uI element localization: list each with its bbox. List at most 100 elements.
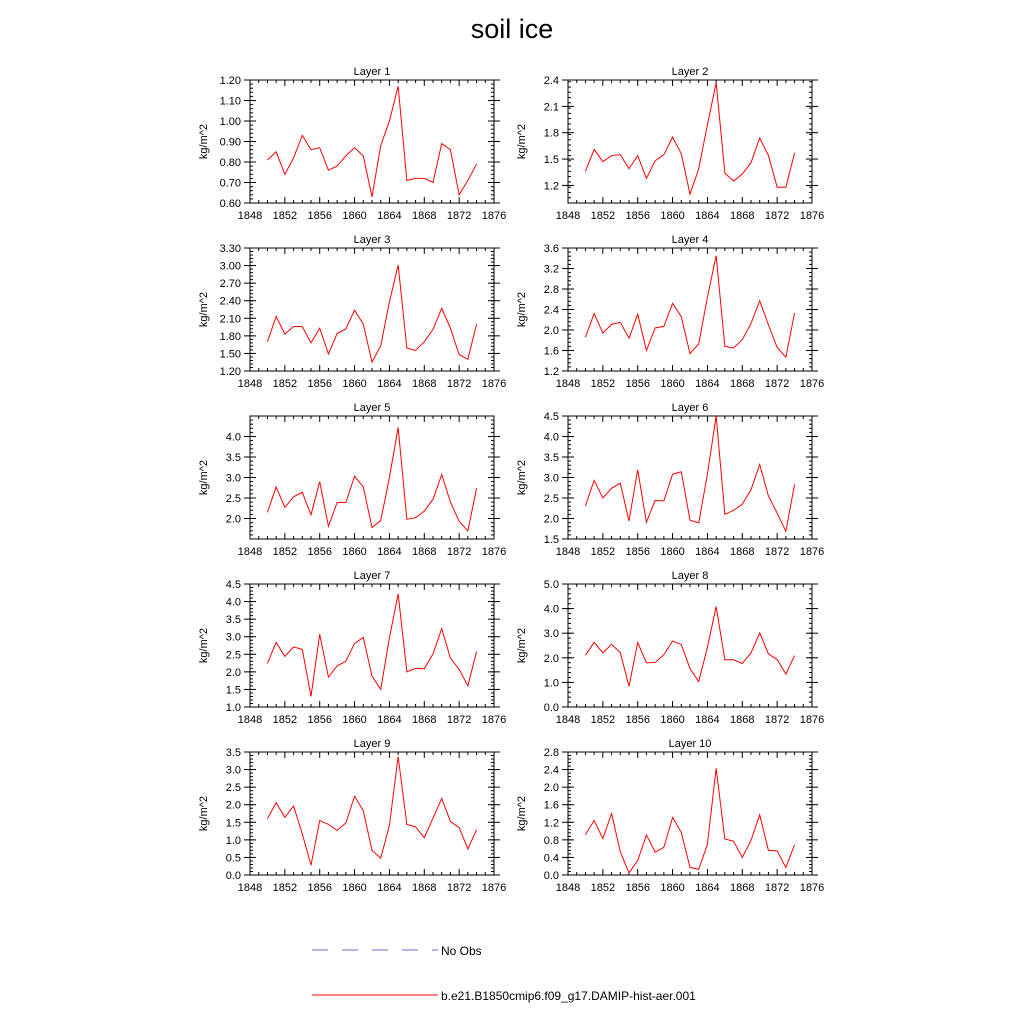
y-tick-label: 0.60 xyxy=(220,198,241,210)
x-tick-label: 1860 xyxy=(660,714,684,726)
x-tick-label: 1876 xyxy=(800,210,824,222)
y-axis-label: kg/m^2 xyxy=(198,460,210,495)
y-axis-label: kg/m^2 xyxy=(516,460,528,495)
x-tick-label: 1872 xyxy=(447,378,471,390)
y-tick-label: 4.0 xyxy=(544,604,559,616)
x-tick-label: 1876 xyxy=(482,546,506,558)
x-tick-label: 1864 xyxy=(377,378,401,390)
plot-frame xyxy=(567,79,813,204)
y-tick-label: 2.1 xyxy=(544,101,559,113)
legend-no-obs-label: No Obs xyxy=(441,944,482,958)
x-tick-label: 1872 xyxy=(447,546,471,558)
x-tick-label: 1856 xyxy=(625,546,649,558)
y-tick-label: 2.0 xyxy=(226,800,241,812)
x-tick-label: 1852 xyxy=(591,882,615,894)
x-tick-label: 1856 xyxy=(307,546,331,558)
y-tick-label: 2.4 xyxy=(544,305,559,317)
plot-frame xyxy=(249,583,495,708)
x-tick-label: 1872 xyxy=(447,210,471,222)
x-tick-label: 1864 xyxy=(695,714,719,726)
y-tick-label: 1.0 xyxy=(544,677,559,689)
y-tick-label: 1.80 xyxy=(220,331,241,343)
y-tick-label: 1.20 xyxy=(220,75,241,87)
x-tick-label: 1860 xyxy=(660,210,684,222)
y-tick-label: 2.0 xyxy=(226,514,241,526)
x-tick-label: 1852 xyxy=(273,882,297,894)
plot-frame xyxy=(567,583,813,708)
x-tick-label: 1864 xyxy=(377,210,401,222)
panel-8: Layer 8 1848 1852 1856 1860 1864 1868 1872 1876 0… xyxy=(516,570,824,726)
y-tick-label: 1.2 xyxy=(544,817,559,829)
y-tick-label: 3.5 xyxy=(544,452,559,464)
series-line xyxy=(585,606,796,687)
y-tick-label: 1.5 xyxy=(544,154,559,166)
y-tick-label: 2.4 xyxy=(544,75,559,87)
series-line xyxy=(585,768,796,874)
y-tick-label: 1.5 xyxy=(226,684,241,696)
y-tick-label: 3.5 xyxy=(226,452,241,464)
y-tick-label: 1.50 xyxy=(220,348,241,360)
x-tick-label: 1864 xyxy=(377,546,401,558)
legend-model-label: b.e21.B1850cmip6.f09_g17.DAMIP-hist-aer.… xyxy=(441,989,696,1003)
y-tick-label: 1.00 xyxy=(220,116,241,128)
y-tick-label: 3.5 xyxy=(226,747,241,759)
panel-3: Layer 3 1848 1852 1856 1860 1864 1868 1872 1876 1… xyxy=(198,234,506,390)
x-tick-label: 1868 xyxy=(412,210,436,222)
x-tick-label: 1872 xyxy=(447,882,471,894)
x-tick-label: 1860 xyxy=(660,546,684,558)
series-line xyxy=(584,415,796,533)
panel-title: Layer 6 xyxy=(672,402,709,414)
plot-frame xyxy=(249,247,495,372)
series-line xyxy=(266,264,478,364)
x-tick-label: 1852 xyxy=(273,546,297,558)
x-tick-label: 1852 xyxy=(591,210,615,222)
x-tick-label: 1864 xyxy=(377,882,401,894)
x-tick-label: 1864 xyxy=(695,378,719,390)
x-tick-label: 1856 xyxy=(307,210,331,222)
panel-7: Layer 7 1848 1852 1856 1860 1864 1868 1872 1876 1… xyxy=(198,570,506,726)
y-tick-label: 1.2 xyxy=(544,366,559,378)
x-tick-label: 1848 xyxy=(238,210,262,222)
series-line xyxy=(267,86,478,197)
x-tick-label: 1876 xyxy=(800,546,824,558)
panel-10: Layer 10 1848 1852 1856 1860 1864 1868 1872 1876… xyxy=(516,738,824,894)
x-tick-label: 1876 xyxy=(800,882,824,894)
panel-9: Layer 9 1848 1852 1856 1860 1864 1868 1872 1876 0… xyxy=(198,738,506,894)
x-tick-label: 1852 xyxy=(591,378,615,390)
panel-title: Layer 10 xyxy=(669,738,712,750)
x-tick-label: 1868 xyxy=(730,546,754,558)
y-tick-label: 2.10 xyxy=(220,313,241,325)
x-tick-label: 1848 xyxy=(556,378,580,390)
y-axis-label: kg/m^2 xyxy=(516,292,528,327)
x-tick-label: 1852 xyxy=(273,714,297,726)
y-tick-label: 1.0 xyxy=(226,702,241,714)
x-tick-label: 1848 xyxy=(238,378,262,390)
y-tick-label: 4.0 xyxy=(544,432,559,444)
panel-title: Layer 3 xyxy=(354,234,391,246)
x-tick-label: 1860 xyxy=(342,882,366,894)
x-tick-label: 1852 xyxy=(591,714,615,726)
y-tick-label: 4.5 xyxy=(544,411,559,423)
x-tick-label: 1876 xyxy=(482,378,506,390)
y-tick-label: 1.0 xyxy=(226,835,241,847)
panel-2: Layer 2 1848 1852 1856 1860 1864 1868 1872 1876 1… xyxy=(516,66,824,222)
y-tick-label: 2.40 xyxy=(220,296,241,308)
x-tick-label: 1864 xyxy=(377,714,401,726)
y-tick-label: 5.0 xyxy=(544,579,559,591)
y-tick-label: 0.0 xyxy=(226,870,241,882)
panel-title: Layer 1 xyxy=(354,66,391,78)
y-tick-label: 0.90 xyxy=(220,137,241,149)
y-tick-label: 2.0 xyxy=(544,653,559,665)
x-tick-label: 1868 xyxy=(730,882,754,894)
x-tick-label: 1868 xyxy=(412,882,436,894)
y-axis-label: kg/m^2 xyxy=(516,796,528,831)
y-tick-label: 2.0 xyxy=(226,667,241,679)
series-line xyxy=(266,593,478,697)
y-tick-label: 0.8 xyxy=(544,835,559,847)
x-tick-label: 1876 xyxy=(482,714,506,726)
x-tick-label: 1856 xyxy=(307,378,331,390)
y-axis-label: kg/m^2 xyxy=(198,628,210,663)
x-tick-label: 1876 xyxy=(482,210,506,222)
panel-title: Layer 4 xyxy=(672,234,709,246)
